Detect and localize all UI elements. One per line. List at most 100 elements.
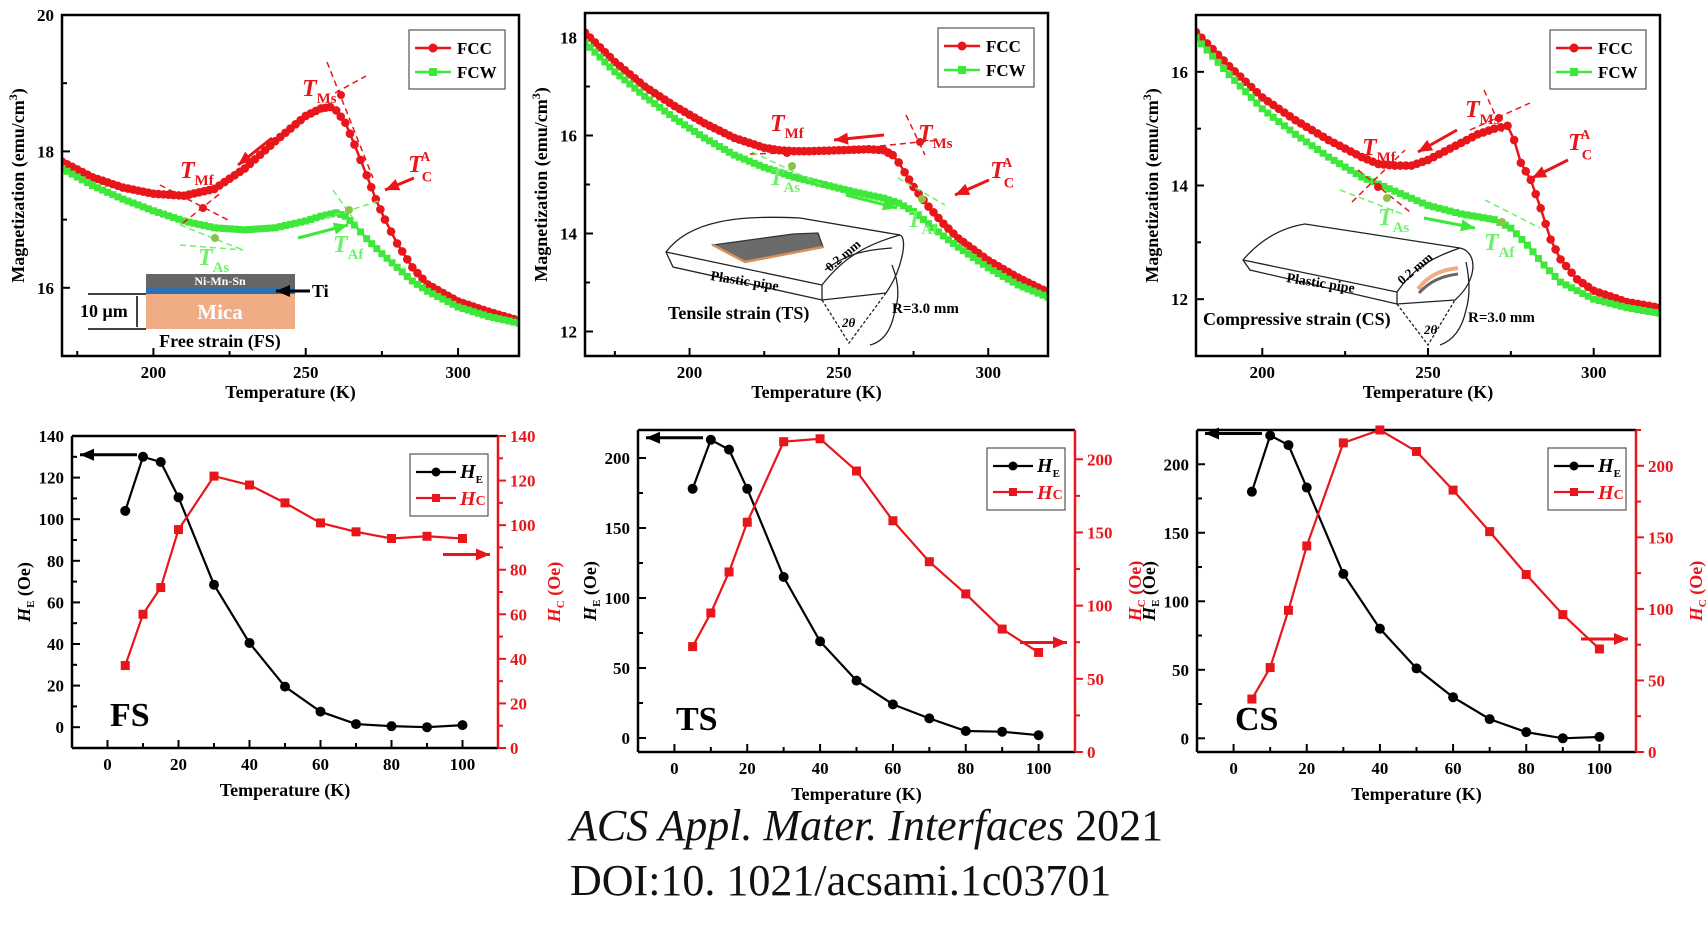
data-point-fcw: [825, 182, 833, 190]
data-point-fcw: [616, 72, 624, 80]
data-point-fcw: [1325, 153, 1333, 161]
legend-label-fcw: FCW: [1598, 63, 1638, 82]
data-point-fcw: [1634, 306, 1642, 314]
data-point-fcw: [88, 182, 96, 189]
plot-frame: [1194, 13, 1662, 358]
data-point-fcw: [666, 111, 674, 119]
data-point-fcc: [1551, 245, 1560, 254]
tangent-line: [897, 177, 946, 206]
right-axis-indicator-arrow-head: [1053, 636, 1067, 649]
y-right-tick-label: 200: [1648, 457, 1674, 476]
data-point-fcw: [1203, 46, 1211, 54]
data-point-fcw: [750, 159, 758, 167]
data-point-fcw: [1220, 65, 1228, 73]
x-tick-label: 200: [141, 363, 167, 382]
data-point-fcw: [1518, 235, 1526, 243]
data-point-fcw: [1369, 178, 1377, 186]
y-right-tick-label: 60: [510, 605, 527, 624]
data-point-fcw: [1628, 305, 1636, 313]
cooling-arrow: [237, 136, 273, 167]
legend-label-hc: HC: [1036, 482, 1063, 504]
data-point-fcw: [1435, 204, 1443, 212]
data-point-fcw: [1617, 302, 1625, 310]
data-point-hc: [209, 471, 219, 481]
data-point-hc: [1283, 605, 1293, 615]
data-point-hc: [1034, 647, 1044, 657]
cooling-arrow: [1417, 128, 1458, 154]
y-left-tick-label: 200: [1164, 455, 1190, 474]
data-point-he: [1374, 623, 1385, 634]
data-point-fcw: [710, 140, 718, 148]
warming-arrow: [297, 222, 349, 240]
data-point-fcw: [236, 225, 244, 233]
data-point-fcw: [780, 170, 788, 178]
tangent-line: [159, 184, 229, 221]
label-t-af: TAf: [907, 207, 938, 238]
data-point-fcw: [1490, 216, 1498, 224]
data-point-he: [1411, 663, 1422, 674]
citation-doi: DOI:10. 1021/acsami.1c03701: [570, 856, 1112, 905]
data-point-fcw: [661, 107, 669, 115]
data-point-fcc: [397, 247, 407, 256]
data-point-fcw: [1474, 213, 1482, 221]
data-point-fcc: [408, 263, 417, 272]
y-tick-label: 18: [37, 142, 54, 161]
data-point-fcw: [1341, 163, 1349, 171]
data-point-hc: [422, 531, 432, 541]
y-left-tick-label: 50: [1172, 661, 1189, 680]
data-point-fcw: [505, 317, 513, 325]
data-point-fcw: [1606, 299, 1614, 307]
data-point-hc: [138, 609, 148, 619]
right-axis-indicator-arrow: [1581, 632, 1628, 645]
data-point-fcw: [929, 224, 937, 232]
data-point-fcw: [357, 228, 365, 236]
data-point-fcw: [1286, 126, 1294, 134]
label-t-as: TAs: [198, 245, 229, 276]
legend-marker-he: [431, 467, 441, 477]
data-point-fcw: [78, 176, 86, 184]
data-point-he: [815, 636, 826, 647]
data-point-fcw: [1009, 278, 1017, 286]
data-point-fcw: [1225, 71, 1233, 79]
data-point-fcw: [785, 172, 793, 180]
data-point-he: [422, 722, 432, 733]
data-point-fcw: [287, 220, 294, 228]
y-left-tick-label: 40: [47, 635, 64, 654]
data-point-he: [120, 505, 131, 516]
data-point-he: [280, 681, 290, 692]
label-t-c-a: TA C: [990, 155, 1014, 191]
panel-fs-exchange: 0 20 40 60 80 100 Temperature (K) 0 20 40 60 80 100 1…: [14, 427, 567, 801]
data-point-fcw: [905, 205, 913, 213]
data-point-he: [997, 726, 1008, 737]
inset-ts-pipe: [665, 216, 905, 346]
data-point-fcw: [591, 48, 599, 56]
data-point-fcw: [109, 191, 117, 199]
label-t-ms: TMs: [302, 76, 337, 107]
data-point-fcw: [1590, 295, 1598, 303]
tangent-line: [1351, 149, 1406, 203]
data-point-fcw: [671, 114, 679, 122]
tc-pointer-arrow-head: [1532, 166, 1548, 178]
data-point-fcw: [1551, 272, 1559, 280]
y-left-tick-label: 0: [622, 729, 631, 748]
data-point-fcw: [1196, 34, 1200, 42]
data-point-fcc: [1509, 135, 1519, 145]
data-point-fcw: [1468, 212, 1476, 220]
y-left-tick-label: 140: [39, 427, 65, 446]
data-point-fcw: [246, 225, 254, 233]
intersection-point: [199, 204, 207, 212]
y-right-tick-label: 100: [510, 516, 536, 535]
data-point-fcw: [200, 222, 208, 230]
intersection-point: [788, 162, 796, 170]
data-point-fcw: [160, 210, 168, 218]
data-point-fcw: [1242, 88, 1250, 96]
data-point-fcc: [386, 227, 396, 236]
data-point-he: [386, 721, 397, 732]
data-point-fcw: [1014, 281, 1022, 289]
data-point-fcw: [810, 178, 818, 186]
legend-label-he: HE: [1597, 455, 1621, 480]
data-point-he: [155, 457, 166, 467]
tangent-line: [334, 75, 367, 94]
